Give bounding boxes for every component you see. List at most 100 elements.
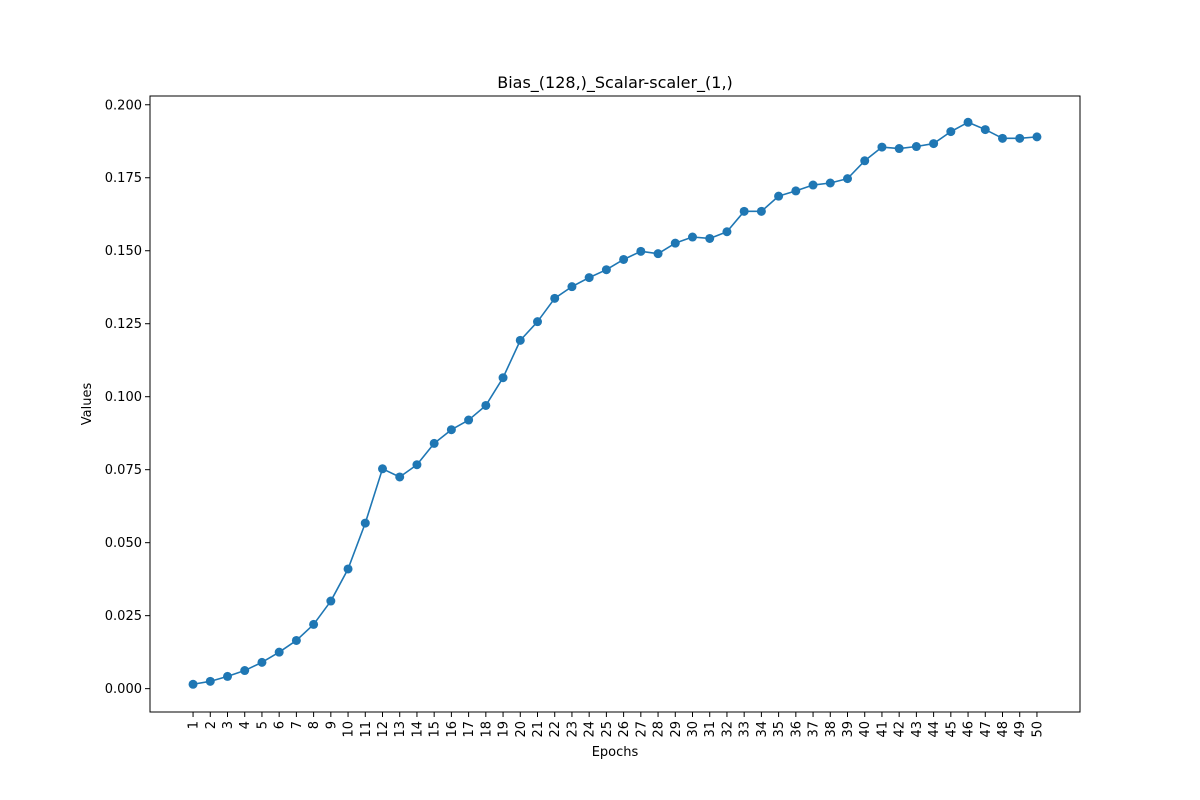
data-point: [929, 139, 939, 149]
series-layer: [188, 117, 1042, 689]
y-axis-label: Values: [80, 383, 95, 426]
x-tick-label: 41: [875, 721, 890, 738]
data-point: [980, 125, 990, 135]
data-point: [877, 142, 887, 152]
data-point: [601, 265, 611, 275]
y-tick-label: 0.200: [105, 98, 142, 113]
data-point: [791, 186, 801, 196]
data-point: [911, 142, 921, 152]
data-point: [533, 317, 542, 327]
y-tick-label: 0.125: [105, 317, 142, 332]
data-point: [291, 635, 301, 645]
data-point: [429, 438, 439, 448]
y-tick-label: 0.175: [105, 171, 142, 186]
x-tick-label: 4: [238, 721, 253, 729]
data-point: [739, 206, 749, 216]
data-point: [722, 227, 732, 237]
data-point: [963, 117, 973, 127]
x-tick-label: 7: [290, 721, 305, 729]
x-tick-label: 18: [479, 721, 494, 738]
x-tick-label: 38: [824, 721, 839, 738]
x-tick-label: 45: [944, 721, 959, 738]
data-point: [446, 425, 456, 435]
axes-frame: [149, 95, 1081, 713]
x-tick-label: 36: [789, 721, 804, 738]
y-tick-label: 0.025: [105, 609, 142, 624]
x-tick-label: 11: [359, 721, 374, 738]
data-point: [705, 233, 715, 243]
x-tick-label: 8: [307, 721, 322, 729]
x-tick-label: 17: [462, 721, 477, 738]
data-point: [843, 174, 852, 184]
x-tick-label: 44: [927, 721, 942, 738]
data-point: [343, 564, 353, 574]
data-point: [1032, 132, 1042, 142]
data-point: [860, 156, 870, 166]
data-point: [946, 127, 956, 137]
y-tick-label: 0.000: [105, 682, 142, 697]
x-tick-label: 6: [273, 721, 288, 729]
data-point: [309, 619, 319, 629]
data-point: [550, 293, 560, 303]
x-tick-label: 49: [1013, 721, 1028, 738]
data-point: [395, 472, 405, 482]
y-axis: 0.000 0.025 0.050 0.075 0.100 0.125 0.150 0.175…: [105, 98, 150, 697]
data-point: [808, 180, 818, 190]
x-tick-label: 43: [910, 721, 925, 738]
data-point: [670, 238, 680, 248]
data-point: [515, 335, 525, 345]
data-point: [584, 273, 594, 283]
x-tick-label: 10: [342, 721, 357, 738]
x-tick-label: 50: [1030, 721, 1045, 738]
x-tick-label: 27: [634, 721, 649, 738]
data-point: [412, 460, 422, 470]
x-tick-label: 31: [703, 721, 718, 738]
y-tick-label: 0.050: [105, 536, 142, 551]
data-point: [378, 464, 387, 474]
x-tick-label: 34: [755, 721, 770, 738]
data-point: [223, 671, 232, 681]
x-tick-label: 22: [548, 721, 563, 738]
x-tick-label: 39: [841, 721, 856, 738]
data-point: [188, 679, 198, 689]
chart-title: Bias_(128,)_Scalar-scaler_(1,): [497, 73, 733, 93]
x-tick-label: 20: [514, 721, 529, 738]
x-tick-label: 15: [428, 721, 443, 738]
data-point: [998, 133, 1007, 143]
x-tick-label: 24: [583, 721, 598, 738]
x-tick-label: 1: [187, 721, 202, 729]
y-tick-label: 0.150: [105, 244, 142, 259]
data-point: [636, 246, 646, 256]
y-tick-label: 0.075: [105, 463, 142, 478]
data-point: [481, 400, 491, 410]
x-tick-label: 26: [617, 721, 632, 738]
data-point: [774, 191, 784, 201]
x-tick-label: 5: [255, 721, 270, 729]
x-tick-label: 19: [497, 721, 512, 738]
data-point: [360, 518, 370, 528]
x-tick-label: 48: [996, 721, 1011, 738]
data-point: [567, 282, 577, 292]
x-axis-label: Epochs: [592, 745, 639, 760]
x-tick-label: 25: [600, 721, 615, 738]
data-point: [464, 415, 474, 425]
data-point: [756, 206, 766, 216]
data-point: [274, 647, 284, 657]
data-point: [825, 178, 835, 188]
x-tick-label: 37: [807, 721, 822, 738]
x-tick-label: 35: [772, 721, 787, 738]
data-point: [619, 254, 629, 264]
data-point: [326, 596, 336, 606]
x-tick-label: 16: [445, 721, 460, 738]
x-tick-label: 14: [410, 721, 425, 738]
x-tick-label: 33: [738, 721, 753, 738]
x-tick-label: 9: [324, 721, 339, 729]
data-point: [257, 657, 267, 667]
x-tick-label: 42: [893, 721, 908, 738]
x-tick-label: 30: [686, 721, 701, 738]
plot-area: [149, 95, 1081, 713]
x-tick-label: 12: [376, 721, 391, 738]
y-tick-label: 0.100: [105, 390, 142, 405]
